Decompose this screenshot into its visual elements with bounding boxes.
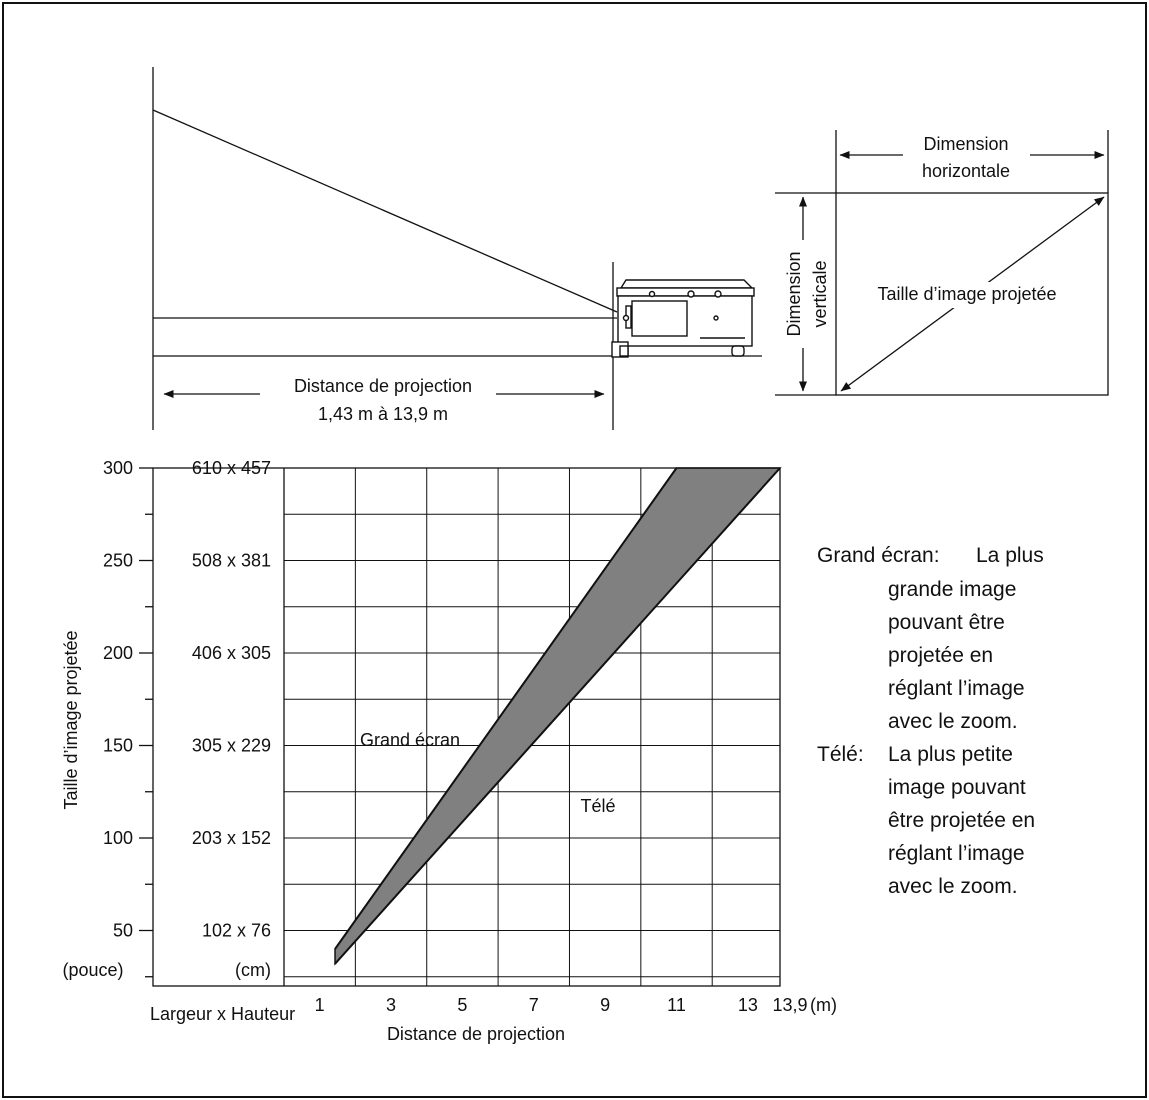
cm-tick-label: 203 x 152 bbox=[192, 828, 271, 848]
y-tick-label: 200 bbox=[103, 643, 133, 663]
y-tick-label: 150 bbox=[103, 736, 133, 756]
x-tick-label: 1 bbox=[315, 995, 325, 1015]
legend-tele-term: Télé: bbox=[817, 743, 864, 766]
y-axis-ticks: 50 102 x 76 100 203 x 152 150 305 x 229 200 406… bbox=[103, 458, 271, 978]
x-tick-label: 13,9 bbox=[772, 995, 807, 1015]
dim-horizontal-line1: Dimension bbox=[923, 134, 1008, 154]
projector-illustration bbox=[611, 279, 755, 358]
cm-tick-label: 305 x 229 bbox=[192, 736, 271, 756]
legend-wide-line: projetée en bbox=[888, 644, 993, 667]
width-height-label: Largeur x Hauteur bbox=[150, 1004, 295, 1024]
cm-tick-label: 610 x 457 bbox=[192, 458, 271, 478]
image-size-label: Taille d’image projetée bbox=[877, 284, 1056, 304]
x-unit-label: (m) bbox=[810, 995, 837, 1015]
legend-tele-line: image pouvant bbox=[888, 776, 1026, 799]
legend-wide-line: grande image bbox=[888, 578, 1016, 601]
cm-tick-label: 102 x 76 bbox=[202, 921, 271, 941]
legend-tele-line: avec le zoom. bbox=[888, 875, 1018, 898]
legend-tele-line: La plus petite bbox=[888, 743, 1013, 766]
chart: 50 102 x 76 100 203 x 152 150 305 x 229 200 406… bbox=[61, 458, 837, 1044]
legend-tele-line: être projetée en bbox=[888, 809, 1035, 832]
cm-unit-label: (cm) bbox=[235, 960, 271, 980]
x-tick-label: 13 bbox=[738, 995, 758, 1015]
y-tick-label: 250 bbox=[103, 551, 133, 571]
cm-tick-label: 406 x 305 bbox=[192, 643, 271, 663]
dim-vertical-line2: verticale bbox=[810, 260, 830, 327]
y-tick-label: 100 bbox=[103, 828, 133, 848]
x-axis-label: Distance de projection bbox=[387, 1024, 565, 1044]
distance-range: 1,43 m à 13,9 m bbox=[318, 404, 448, 424]
y-tick-label: 300 bbox=[103, 458, 133, 478]
x-tick-label: 9 bbox=[600, 995, 610, 1015]
legend-wide-line: pouvant être bbox=[888, 611, 1005, 634]
x-tick-label: 7 bbox=[529, 995, 539, 1015]
y-axis-label: Taille d’image projetée bbox=[61, 630, 81, 809]
dim-horizontal-line2: horizontale bbox=[922, 161, 1010, 181]
x-tick-label: 11 bbox=[667, 995, 686, 1015]
projection-side-diagram: Distance de projection 1,43 m à 13,9 m bbox=[152, 67, 762, 430]
grand-ecran-label: Grand écran bbox=[360, 730, 460, 750]
y-unit-label: (pouce) bbox=[62, 960, 123, 980]
x-tick-label: 5 bbox=[457, 995, 467, 1015]
legend-wide-term: Grand écran: bbox=[817, 544, 940, 567]
legend-wide-line: réglant l’image bbox=[888, 677, 1025, 700]
x-axis-ticks: 1 3 5 7 9 11 13 13,9 bbox=[315, 995, 808, 1015]
tele-label: Télé bbox=[580, 796, 615, 816]
screen-diagram: Dimension horizontale Dimension vertical… bbox=[775, 130, 1109, 396]
chart-frame bbox=[152, 467, 781, 987]
legend: Grand écran: La plus grande image pouvan… bbox=[817, 544, 1044, 898]
tele-line bbox=[334, 467, 781, 965]
legend-wide-line: avec le zoom. bbox=[888, 710, 1018, 733]
chart-grid bbox=[284, 468, 780, 986]
distance-label: Distance de projection bbox=[294, 376, 472, 396]
y-tick-label: 50 bbox=[113, 921, 133, 941]
legend-tele-line: réglant l’image bbox=[888, 842, 1025, 865]
x-tick-label: 3 bbox=[386, 995, 396, 1015]
grand-ecran-line bbox=[334, 467, 678, 950]
cm-tick-label: 508 x 381 bbox=[192, 551, 271, 571]
dim-vertical-line1: Dimension bbox=[784, 251, 804, 336]
legend-wide-line: La plus bbox=[976, 544, 1044, 567]
